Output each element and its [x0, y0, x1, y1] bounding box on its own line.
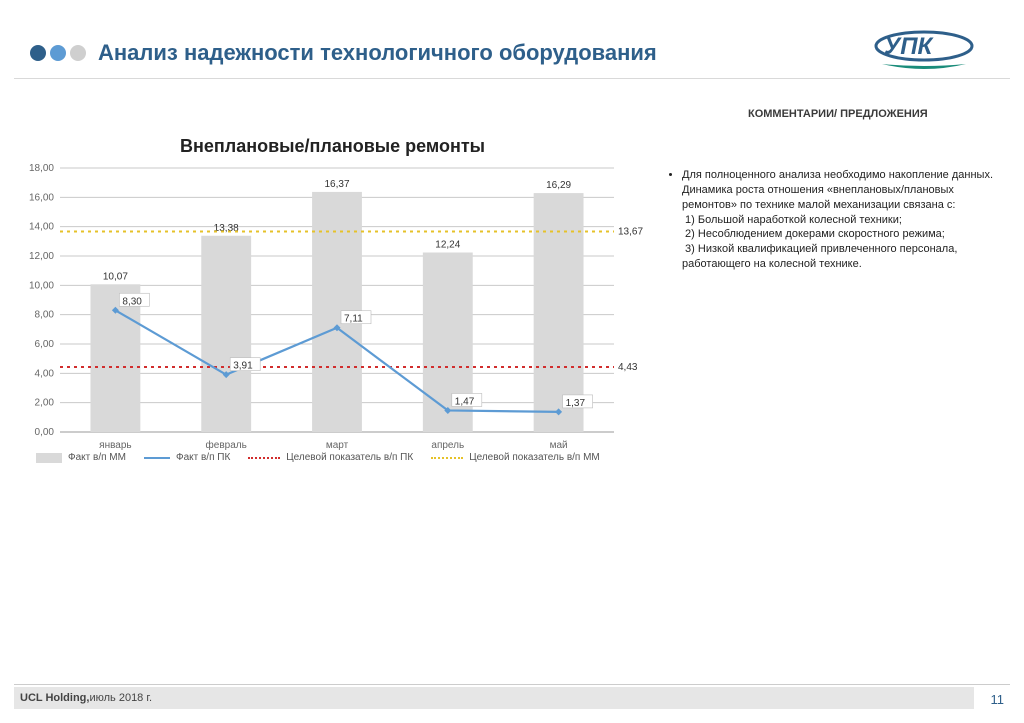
decor-dots	[30, 45, 86, 61]
title-row: Анализ надежности технологичного оборудо…	[30, 40, 657, 66]
footer-bar: UCL Holding, июль 2018 г.	[14, 687, 974, 709]
dot-2	[50, 45, 66, 61]
svg-text:2,00: 2,00	[35, 398, 55, 409]
comment-bullet: Для полноценного анализа необходимо нако…	[682, 168, 1004, 272]
legend-pk-swatch	[248, 457, 280, 459]
svg-text:май: май	[550, 440, 568, 451]
svg-text:6,00: 6,00	[35, 339, 55, 350]
footer-date: июль 2018 г.	[89, 692, 152, 704]
legend-mm-swatch	[431, 457, 463, 459]
combo-chart: 0,00 2,00 4,00 6,00 8,00 10,00 12,00 14,00 16,00…	[14, 160, 654, 470]
svg-text:1,37: 1,37	[566, 398, 586, 409]
svg-text:8,00: 8,00	[35, 310, 55, 321]
svg-text:10,07: 10,07	[103, 271, 128, 282]
svg-text:18,00: 18,00	[29, 163, 54, 174]
legend-bar: Факт в/п ММ	[36, 452, 126, 463]
svg-text:4,43: 4,43	[618, 362, 638, 373]
page-title: Анализ надежности технологичного оборудо…	[98, 40, 657, 66]
svg-text:февраль: февраль	[206, 439, 247, 451]
svg-text:10,00: 10,00	[29, 280, 54, 291]
header-divider	[14, 78, 1010, 79]
svg-text:январь: январь	[99, 440, 131, 451]
footer-divider	[14, 684, 1010, 685]
svg-text:4,00: 4,00	[35, 368, 55, 379]
svg-text:13,67: 13,67	[618, 227, 643, 238]
comments-body: Для полноценного анализа необходимо нако…	[668, 168, 1004, 272]
svg-text:7,11: 7,11	[344, 314, 363, 325]
footer-company: UCL Holding,	[20, 692, 89, 704]
svg-text:3,91: 3,91	[233, 361, 253, 372]
chart-title: Внеплановые/плановые ремонты	[180, 136, 485, 157]
svg-text:8,30: 8,30	[122, 296, 142, 307]
legend-bar-swatch	[36, 453, 62, 463]
svg-text:март: март	[326, 440, 349, 451]
dot-1	[30, 45, 46, 61]
legend-mm-label: Целевой показатель в/п ММ	[469, 452, 600, 463]
svg-text:1,47: 1,47	[455, 396, 475, 407]
page-number: 11	[991, 692, 1005, 707]
svg-text:16,29: 16,29	[546, 180, 571, 191]
slide-header: Анализ надежности технологичного оборудо…	[30, 28, 994, 77]
svg-text:12,24: 12,24	[435, 239, 460, 250]
logo-swoosh-icon	[882, 64, 966, 69]
svg-text:12,00: 12,00	[29, 251, 54, 262]
comments-heading: КОММЕНТАРИИ/ ПРЕДЛОЖЕНИЯ	[748, 108, 928, 120]
legend-line-swatch	[144, 457, 170, 459]
svg-text:14,00: 14,00	[29, 222, 54, 233]
legend-line: Факт в/п ПК	[144, 452, 230, 463]
svg-text:апрель: апрель	[431, 440, 464, 451]
dot-3	[70, 45, 86, 61]
svg-text:16,37: 16,37	[324, 179, 349, 190]
svg-text:0,00: 0,00	[35, 427, 55, 438]
legend-target-pk: Целевой показатель в/п ПК	[248, 452, 413, 463]
legend-bar-label: Факт в/п ММ	[68, 452, 126, 463]
svg-text:16,00: 16,00	[29, 192, 54, 203]
legend-target-mm: Целевой показатель в/п ММ	[431, 452, 600, 463]
legend-pk-label: Целевой показатель в/п ПК	[286, 452, 413, 463]
logo: УПК	[874, 28, 994, 77]
chart-legend: Факт в/п ММ Факт в/п ПК Целевой показате…	[36, 452, 652, 463]
legend-line-label: Факт в/п ПК	[176, 452, 230, 463]
